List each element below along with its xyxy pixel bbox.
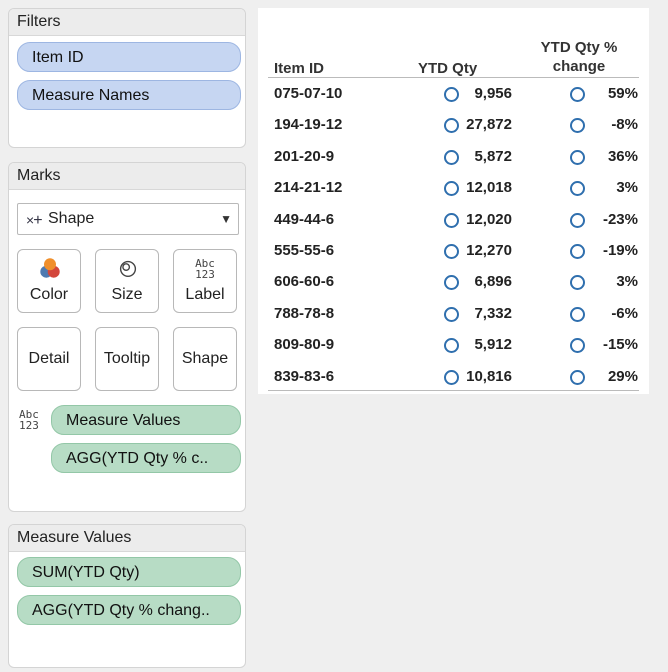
ytd-qty-cell: 12,020 bbox=[466, 210, 512, 228]
ytd-qty-shape-mark[interactable] bbox=[444, 244, 459, 259]
shape-label: Shape bbox=[181, 350, 229, 367]
ytd-qty-shape-mark[interactable] bbox=[444, 181, 459, 197]
pct-change-shape-mark[interactable] bbox=[570, 181, 585, 197]
ytd-qty-shape-mark[interactable] bbox=[444, 118, 459, 134]
item-id-cell: 194-19-12 bbox=[274, 116, 343, 134]
ytd-qty-shape-mark[interactable] bbox=[444, 275, 459, 291]
tooltip-button[interactable]: Tooltip bbox=[95, 327, 159, 391]
pct-change-cell: 29% bbox=[607, 367, 638, 385]
measure-values-title: Measure Values bbox=[9, 525, 245, 552]
item-id-cell: 606-60-6 bbox=[274, 273, 335, 291]
filter-pill-item-id[interactable]: Item ID bbox=[17, 42, 241, 72]
pct-change-shape-mark[interactable] bbox=[570, 118, 585, 134]
table-bottom-border bbox=[268, 390, 639, 391]
item-id-cell: 809-80-9 bbox=[274, 336, 335, 354]
ytd-qty-shape-mark[interactable] bbox=[444, 338, 459, 354]
text-field-icon: Abc 123 bbox=[19, 408, 39, 432]
pct-change-shape-mark[interactable] bbox=[570, 149, 585, 165]
ytd-qty-cell: 9,956 bbox=[474, 85, 512, 102]
pct-change-cell: -19% bbox=[602, 242, 638, 259]
column-header-ytd-qty[interactable]: YTD Qty bbox=[418, 60, 478, 77]
marks-card: Marks ×+ Shape ▼ Color Size Abc 123 Label… bbox=[8, 162, 246, 512]
text-label-icon: Abc 123 bbox=[195, 257, 215, 281]
pct-change-cell: 3% bbox=[616, 273, 638, 291]
tooltip-label: Tooltip bbox=[103, 350, 151, 367]
pct-change-shape-mark[interactable] bbox=[570, 87, 585, 102]
mark-type-value: Shape bbox=[48, 210, 95, 227]
ytd-qty-shape-mark[interactable] bbox=[444, 212, 459, 228]
ytd-qty-cell: 27,872 bbox=[466, 116, 512, 134]
color-button[interactable]: Color bbox=[17, 249, 81, 313]
label-button[interactable]: Abc 123 Label bbox=[173, 249, 237, 313]
marks-title: Marks bbox=[9, 163, 245, 190]
ytd-qty-cell: 6,896 bbox=[474, 273, 512, 291]
chevron-down-icon: ▼ bbox=[220, 212, 232, 226]
filters-title: Filters bbox=[9, 9, 245, 36]
item-id-cell: 839-83-6 bbox=[274, 367, 335, 385]
ytd-qty-shape-mark[interactable] bbox=[444, 369, 459, 385]
ytd-qty-shape-mark[interactable] bbox=[444, 87, 459, 102]
pct-change-shape-mark[interactable] bbox=[570, 275, 585, 291]
pct-change-shape-mark[interactable] bbox=[570, 244, 585, 259]
ytd-qty-cell: 5,912 bbox=[474, 336, 512, 354]
field-pill-agg-ytd-qty-pct[interactable]: AGG(YTD Qty % c.. bbox=[51, 443, 241, 473]
measure-pill-sum-ytd-qty[interactable]: SUM(YTD Qty) bbox=[17, 557, 241, 587]
filter-pill-measure-names[interactable]: Measure Names bbox=[17, 80, 241, 110]
size-label: Size bbox=[111, 286, 143, 303]
item-id-cell: 555-55-6 bbox=[274, 242, 335, 259]
pct-change-cell: -23% bbox=[602, 210, 638, 228]
item-id-cell: 449-44-6 bbox=[274, 210, 335, 228]
size-button[interactable]: Size bbox=[95, 249, 159, 313]
size-icon bbox=[119, 260, 137, 277]
column-header-item-id[interactable]: Item ID bbox=[274, 60, 325, 77]
measure-pill-agg-ytd-qty-pct[interactable]: AGG(YTD Qty % chang.. bbox=[17, 595, 241, 625]
pct-change-cell: -15% bbox=[602, 336, 638, 354]
header-divider bbox=[268, 77, 639, 78]
ytd-qty-cell: 12,270 bbox=[466, 242, 512, 259]
pct-change-shape-mark[interactable] bbox=[570, 306, 585, 322]
measure-values-card: Measure Values SUM(YTD Qty) AGG(YTD Qty … bbox=[8, 524, 246, 668]
pct-change-cell: 36% bbox=[607, 147, 638, 165]
ytd-qty-cell: 5,872 bbox=[474, 147, 512, 165]
field-pill-measure-values[interactable]: Measure Values bbox=[51, 405, 241, 435]
pct-change-cell: 59% bbox=[607, 85, 638, 102]
shape-mark-icon: ×+ bbox=[26, 212, 43, 229]
item-id-cell: 214-21-12 bbox=[274, 179, 343, 197]
pct-change-cell: -6% bbox=[611, 304, 638, 322]
pct-change-shape-mark[interactable] bbox=[570, 212, 585, 228]
item-id-cell: 788-78-8 bbox=[274, 304, 335, 322]
pct-change-shape-mark[interactable] bbox=[570, 338, 585, 354]
pct-change-cell: -8% bbox=[611, 116, 638, 134]
pct-change-shape-mark[interactable] bbox=[570, 369, 585, 385]
detail-label: Detail bbox=[28, 350, 70, 367]
column-header-ytd-qty-pct-change[interactable]: YTD Qty % change bbox=[540, 39, 618, 75]
shape-button[interactable]: Shape bbox=[173, 327, 237, 391]
color-label: Color bbox=[29, 286, 69, 303]
pct-change-cell: 3% bbox=[616, 179, 638, 197]
label-label: Label bbox=[185, 286, 225, 303]
mark-type-dropdown[interactable]: ×+ Shape ▼ bbox=[17, 203, 239, 235]
ytd-qty-cell: 10,816 bbox=[466, 367, 512, 385]
detail-button[interactable]: Detail bbox=[17, 327, 81, 391]
filters-card: Filters Item ID Measure Names bbox=[8, 8, 246, 148]
item-id-cell: 201-20-9 bbox=[274, 147, 335, 165]
view-sheet: Item ID YTD Qty YTD Qty % change 075-07-… bbox=[258, 8, 649, 394]
ytd-qty-shape-mark[interactable] bbox=[444, 306, 459, 322]
ytd-qty-cell: 12,018 bbox=[466, 179, 512, 197]
item-id-cell: 075-07-10 bbox=[274, 85, 343, 102]
ytd-qty-shape-mark[interactable] bbox=[444, 149, 459, 165]
ytd-qty-cell: 7,332 bbox=[474, 304, 512, 322]
color-icon bbox=[40, 258, 60, 278]
